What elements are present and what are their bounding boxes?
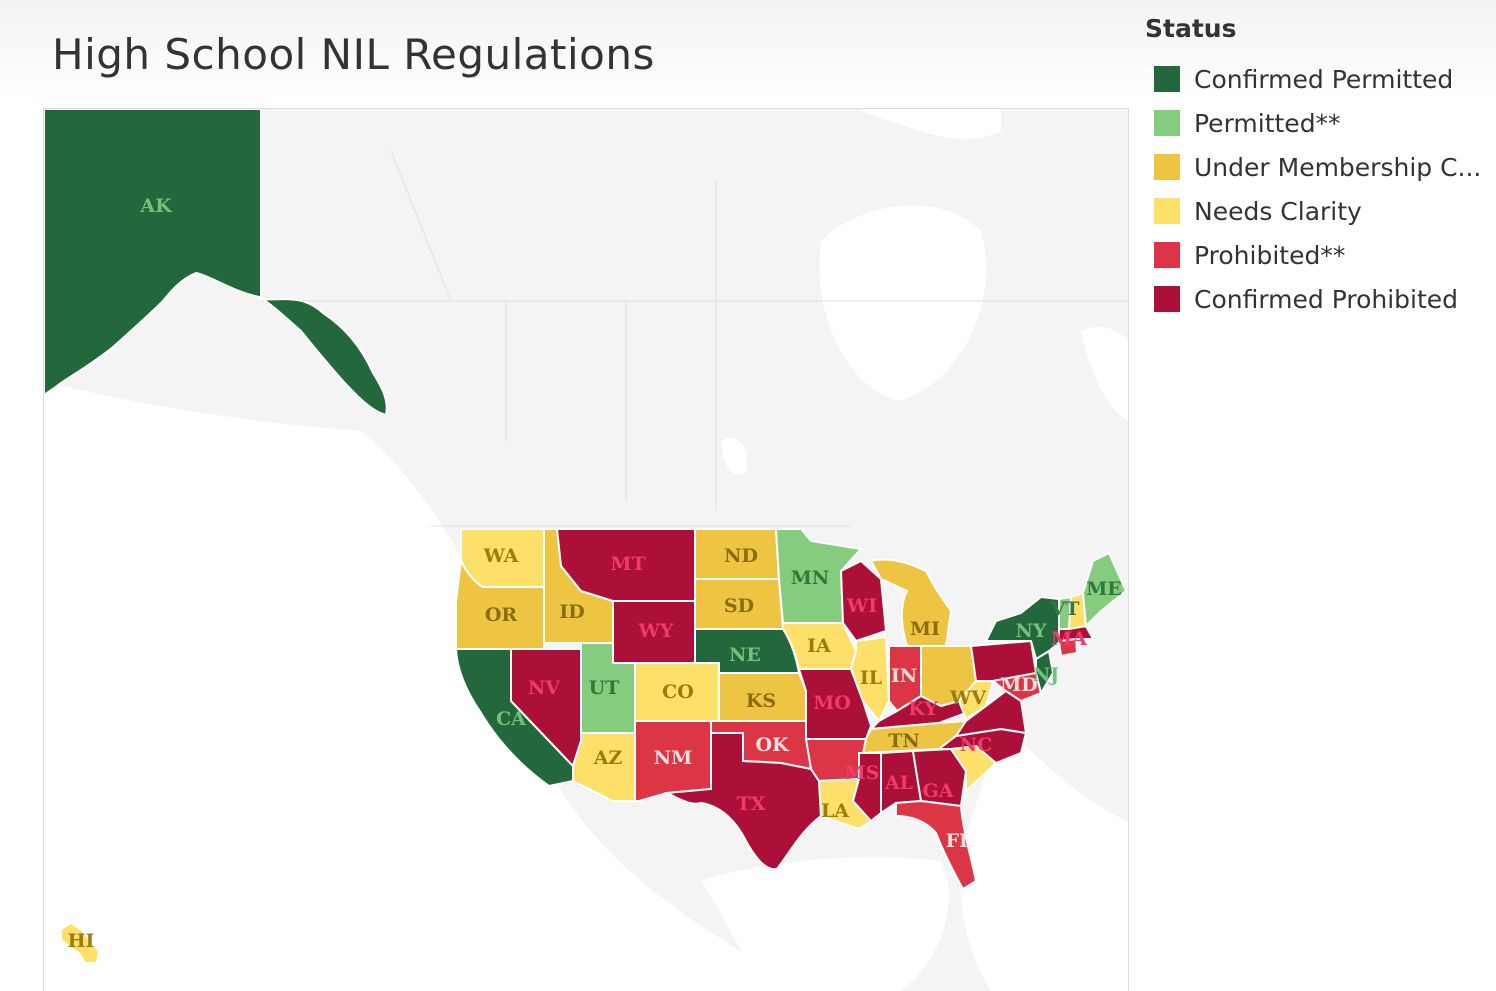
legend-swatch xyxy=(1154,198,1180,224)
state-md[interactable] xyxy=(990,671,1043,703)
labrador-sea xyxy=(1081,326,1128,421)
label-il: IL xyxy=(860,667,882,689)
label-wy: WY xyxy=(638,620,674,642)
state-fl[interactable] xyxy=(895,799,978,891)
legend-swatch xyxy=(1154,286,1180,312)
legend-label: Prohibited** xyxy=(1194,240,1346,270)
label-ia: IA xyxy=(807,635,831,657)
state-ak[interactable] xyxy=(44,109,388,417)
header-band xyxy=(0,0,1496,104)
label-ak: AK xyxy=(139,195,173,217)
label-ne: NE xyxy=(729,644,761,666)
legend-title: Status xyxy=(1145,14,1237,43)
hudson-bay xyxy=(819,205,987,401)
legend-item-under-membership[interactable]: Under Membership C... xyxy=(1154,145,1490,189)
pacific-ocean xyxy=(44,381,801,991)
legend-item-prohibited[interactable]: Prohibited** xyxy=(1154,233,1490,277)
label-md: MD xyxy=(1000,674,1038,696)
label-mo: MO xyxy=(813,692,851,714)
label-ny: NY xyxy=(1016,620,1047,642)
label-ga: GA xyxy=(923,780,954,802)
legend-label: Under Membership C... xyxy=(1194,152,1482,182)
us-map[interactable]: AK HI WA OR CA ID NV MT WY UT AZ CO NM N… xyxy=(44,109,1128,991)
state-wi[interactable] xyxy=(839,559,888,643)
state-il[interactable] xyxy=(849,635,891,723)
state-wv[interactable] xyxy=(957,680,995,721)
label-id: ID xyxy=(559,601,584,623)
legend-item-confirmed-permitted[interactable]: Confirmed Permitted xyxy=(1154,57,1490,101)
legend-label: Needs Clarity xyxy=(1194,196,1362,226)
label-la: LA xyxy=(821,800,849,822)
state-tx[interactable] xyxy=(663,732,823,871)
gulf-of-mexico xyxy=(701,857,949,991)
label-ms: MS xyxy=(845,762,880,784)
label-mn: MN xyxy=(791,567,829,589)
label-wi: WI xyxy=(846,595,877,617)
states-layer[interactable] xyxy=(44,109,1128,964)
label-nc: NC xyxy=(960,734,993,756)
legend-swatch xyxy=(1154,154,1180,180)
label-hi: HI xyxy=(68,930,95,952)
label-nm: NM xyxy=(654,747,692,769)
label-wa: WA xyxy=(483,545,519,567)
label-ky: KY xyxy=(908,698,938,720)
lake-winnipeg xyxy=(721,437,747,475)
legend-label: Permitted** xyxy=(1194,108,1341,138)
label-me: ME xyxy=(1086,578,1122,600)
legend-item-confirmed-prohibited[interactable]: Confirmed Prohibited xyxy=(1154,277,1490,321)
map-area[interactable]: AK HI WA OR CA ID NV MT WY UT AZ CO NM N… xyxy=(43,108,1129,991)
label-vt: VT xyxy=(1050,598,1080,620)
arctic-water xyxy=(861,109,1001,140)
legend-label: Confirmed Prohibited xyxy=(1194,284,1459,314)
state-me[interactable] xyxy=(1081,551,1128,629)
label-sd: SD xyxy=(724,595,754,617)
label-al: AL xyxy=(884,772,913,794)
legend-swatch xyxy=(1154,66,1180,92)
label-or: OR xyxy=(485,604,518,626)
legend-item-needs-clarity[interactable]: Needs Clarity xyxy=(1154,189,1490,233)
label-ma: MA xyxy=(1051,628,1087,650)
label-ut: UT xyxy=(589,677,620,699)
state-labels: AK HI WA OR CA ID NV MT WY UT AZ CO NM N… xyxy=(68,195,1122,952)
label-nd: ND xyxy=(724,545,758,567)
atlantic-ocean xyxy=(960,721,1128,991)
label-mt: MT xyxy=(610,553,645,575)
label-fl: FL xyxy=(946,830,973,852)
label-tn: TN xyxy=(888,730,920,752)
label-az: AZ xyxy=(593,747,623,769)
legend-swatch xyxy=(1154,242,1180,268)
label-ks: KS xyxy=(746,690,776,712)
label-ok: OK xyxy=(755,734,790,756)
state-ca[interactable] xyxy=(454,648,574,788)
legend-item-permitted[interactable]: Permitted** xyxy=(1154,101,1490,145)
basemap-borders xyxy=(261,150,1128,527)
label-wv: WV xyxy=(949,687,987,709)
label-in: IN xyxy=(891,665,917,687)
state-hi[interactable] xyxy=(60,921,101,964)
label-co: CO xyxy=(662,681,694,703)
legend-swatch xyxy=(1154,110,1180,136)
label-nv: NV xyxy=(528,677,561,699)
label-nj: NJ xyxy=(1033,664,1059,686)
status-legend: Status Confirmed Permitted Permitted** U… xyxy=(1145,14,1490,321)
label-mi: MI xyxy=(910,618,940,640)
label-tx: TX xyxy=(737,793,766,815)
page-title: High School NIL Regulations xyxy=(52,30,655,79)
legend-label: Confirmed Permitted xyxy=(1194,64,1454,94)
label-ca: CA xyxy=(496,708,526,730)
